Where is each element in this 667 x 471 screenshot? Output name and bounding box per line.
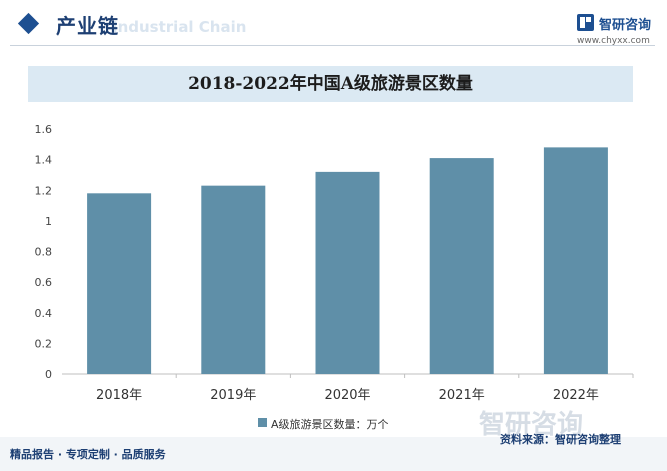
y-tick-label: 0.6 [35, 276, 53, 289]
bar-2018年 [87, 193, 152, 374]
bar-chart: 0 0.2 0.4 0.6 0.8 1 1.2 1.4 1.6 2018年 2019年 2020年 20… [35, 123, 634, 403]
bar-2021年 [429, 158, 494, 374]
brand-logo-icon [577, 14, 594, 31]
footer-slogan: 精品报告 · 专项定制 · 品质服务 [10, 448, 166, 461]
header-subtitle-watermark: Industrial Chain [112, 18, 247, 36]
y-tick-label: 1.6 [35, 123, 53, 136]
y-tick-label: 0.8 [35, 246, 53, 259]
legend-swatch [258, 418, 267, 427]
page-header: Industrial Chain 产业链 [0, 0, 667, 50]
brand-name: 智研咨询 [599, 18, 652, 33]
x-tick-label: 2022年 [553, 388, 599, 403]
header-title: 产业链 [56, 14, 119, 38]
x-tick-label: 2020年 [324, 388, 370, 403]
bar-2022年 [543, 147, 608, 374]
brand-url: www.chyxx.com [577, 36, 650, 46]
chart-title: 2018-2022年中国A级旅游景区数量 [188, 74, 473, 94]
x-tick-label: 2019年 [210, 388, 256, 403]
y-tick-label: 1 [45, 215, 52, 228]
x-tick-label: 2018年 [96, 388, 142, 403]
header-diamond-icon [17, 12, 40, 35]
x-tick-label: 2021年 [439, 388, 485, 403]
chart-title-band: 2018-2022年中国A级旅游景区数量 [28, 66, 633, 102]
footer-source: 资料来源：智研咨询整理 [500, 433, 621, 446]
y-tick-label: 0.2 [35, 337, 53, 350]
watermark-logo: 智研咨询 [479, 410, 584, 440]
footer-band [0, 437, 667, 471]
header-divider [10, 45, 655, 46]
y-tick-label: 1.2 [35, 184, 53, 197]
y-tick-label: 1.4 [35, 154, 53, 167]
y-tick-label: 0.4 [35, 307, 53, 320]
y-tick-label: 0 [45, 368, 52, 381]
legend-label: A级旅游景区数量：万个 [271, 418, 389, 431]
bar-2020年 [315, 171, 380, 374]
bar-2019年 [201, 185, 266, 374]
